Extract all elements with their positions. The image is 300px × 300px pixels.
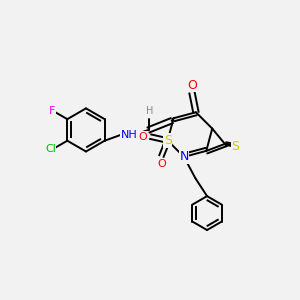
Text: H: H xyxy=(146,106,154,116)
Text: O: O xyxy=(139,132,147,142)
Text: N: N xyxy=(179,150,189,164)
Text: O: O xyxy=(187,79,197,92)
Text: Cl: Cl xyxy=(45,144,56,154)
Text: S: S xyxy=(231,140,239,153)
Text: NH: NH xyxy=(121,130,138,140)
Text: S: S xyxy=(164,134,172,147)
Text: O: O xyxy=(157,159,166,169)
Text: F: F xyxy=(49,106,56,116)
